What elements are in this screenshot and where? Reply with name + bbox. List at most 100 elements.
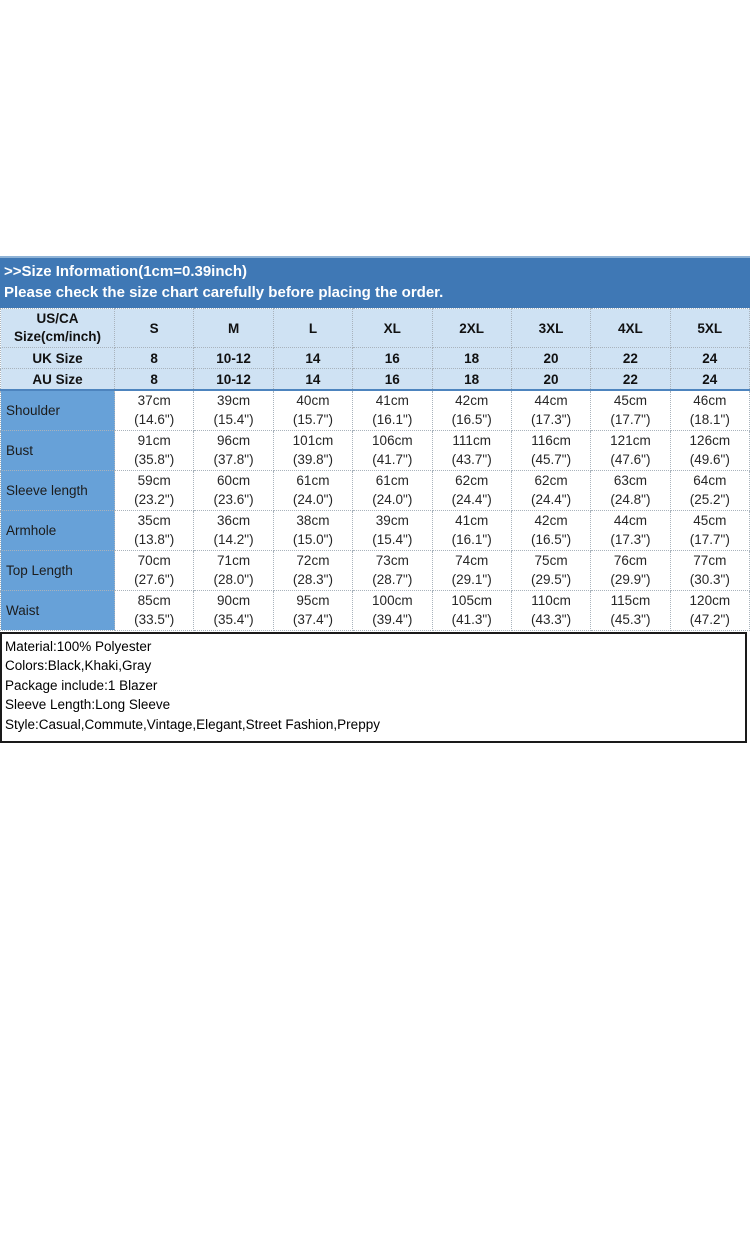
measurement-inch-value: (13.8"): [134, 532, 175, 547]
product-info-sleeve-length: Sleeve Length:Long Sleeve: [5, 697, 171, 712]
measurement-inch-value: (35.8"): [134, 452, 175, 467]
measurement-cell: 41cm (16.1"): [431, 509, 512, 551]
measurement-row-label: Sleeve length: [0, 469, 115, 511]
measurement-cm-value: 95cm: [296, 593, 330, 608]
measurement-cm-value: 63cm: [613, 473, 647, 488]
measurement-row-label: Waist: [0, 589, 115, 631]
corner-header-line2: Size(cm/inch): [13, 329, 102, 344]
measurement-cell: 39cm (15.4"): [193, 389, 274, 431]
measurement-row: Shoulder 37cm (14.6") 39cm (15.4") 40cm (15.7"…: [0, 389, 750, 431]
measurement-inch-value: (24.0"): [292, 492, 333, 507]
measurement-cm-value: 76cm: [613, 553, 647, 568]
measurement-cm-value: 126cm: [689, 433, 731, 448]
measurement-cm-value: 70cm: [137, 553, 171, 568]
measurement-cm-value: 61cm: [375, 473, 409, 488]
measurement-cell: 35cm (13.8"): [113, 509, 195, 551]
measurement-cell: 91cm (35.8"): [113, 429, 195, 471]
measurement-cm-value: 62cm: [534, 473, 568, 488]
measurement-cm-value: 91cm: [137, 433, 171, 448]
region-size-cell: 18: [431, 347, 512, 369]
measurement-cm-value: 59cm: [137, 473, 171, 488]
measurement-inch-value: (17.7"): [610, 412, 651, 428]
measurement-cm-value: 62cm: [455, 473, 489, 488]
measurement-cm-value: 75cm: [534, 553, 568, 568]
measurement-inch-value: (47.6"): [610, 452, 651, 467]
measurement-cell: 64cm (25.2"): [669, 469, 750, 511]
size-column-header: XL: [352, 308, 433, 348]
measurement-cm-value: 41cm: [455, 513, 489, 528]
measurement-inch-value: (17.3"): [531, 412, 572, 428]
measurement-inch-value: (47.2"): [689, 612, 730, 627]
region-size-cell: 16: [352, 347, 433, 369]
measurement-cell: 61cm (24.0"): [352, 469, 433, 511]
measurement-inch-value: (43.7"): [451, 452, 492, 467]
measurement-inch-value: (17.7"): [689, 532, 730, 547]
measurement-cell: 60cm (23.6"): [193, 469, 274, 511]
measurement-inch-value: (28.3"): [292, 572, 333, 587]
measurement-inch-value: (16.5"): [451, 412, 492, 428]
measurement-cm-value: 74cm: [455, 553, 489, 568]
region-size-cell: 20: [510, 347, 592, 369]
measurement-inch-value: (37.4"): [292, 612, 333, 627]
measurement-row: Top Length 70cm (27.6") 71cm (28.0") 72cm (28.…: [0, 549, 750, 591]
measurement-inch-value: (39.4"): [372, 612, 413, 627]
measurement-cell: 77cm (30.3"): [669, 549, 750, 591]
size-column-header: L: [272, 308, 354, 348]
measurement-inch-value: (15.7"): [292, 412, 333, 428]
measurement-cell: 42cm (16.5"): [510, 509, 592, 551]
corner-header-cell: US/CA Size(cm/inch): [0, 308, 115, 348]
measurement-cell: 45cm (17.7"): [669, 509, 750, 551]
measurement-cell: 72cm (28.3"): [272, 549, 354, 591]
size-column-header: 3XL: [510, 308, 592, 348]
measurement-inch-value: (43.3"): [531, 612, 572, 627]
measurement-cm-value: 61cm: [296, 473, 330, 488]
measurement-cell: 62cm (24.4"): [510, 469, 592, 511]
measurement-cell: 120cm (47.2"): [669, 589, 750, 631]
measurement-cell: 74cm (29.1"): [431, 549, 512, 591]
measurement-inch-value: (18.1"): [689, 412, 730, 428]
measurement-cell: 76cm (29.9"): [590, 549, 671, 591]
measurement-inch-value: (27.6"): [134, 572, 175, 587]
measurement-inch-value: (28.7"): [372, 572, 413, 587]
region-size-row: AU Size 8 10-12 14 16 18 20 22 24: [0, 368, 750, 391]
measurement-inch-value: (16.1"): [451, 532, 492, 547]
measurement-cell: 63cm (24.8"): [590, 469, 671, 511]
measurement-cm-value: 116cm: [531, 433, 571, 448]
product-info-material: Material:100% Polyester: [5, 638, 152, 654]
measurement-cm-value: 85cm: [137, 593, 171, 608]
measurement-row-label: Armhole: [0, 509, 115, 551]
size-column-header: 4XL: [590, 308, 671, 348]
measurement-inch-value: (29.5"): [531, 572, 572, 587]
measurement-cm-value: 106cm: [372, 433, 413, 448]
measurement-cell: 101cm (39.8"): [272, 429, 354, 471]
measurement-cm-value: 39cm: [375, 513, 409, 528]
banner-title: >>Size Information(1cm=0.39inch): [4, 263, 247, 280]
region-row-label: UK Size: [0, 347, 115, 369]
measurement-cell: 85cm (33.5"): [113, 589, 195, 631]
measurement-row-label: Bust: [0, 429, 115, 471]
measurement-cm-value: 39cm: [217, 393, 251, 409]
measurement-inch-value: (30.3"): [689, 572, 730, 587]
measurement-cm-value: 77cm: [693, 553, 727, 568]
measurement-cm-value: 64cm: [693, 473, 727, 488]
measurement-inch-value: (33.5"): [134, 612, 175, 627]
measurement-inch-value: (24.8"): [610, 492, 651, 507]
measurement-cm-value: 101cm: [292, 433, 334, 448]
measurement-cell: 38cm (15.0"): [272, 509, 354, 551]
measurement-cm-value: 42cm: [455, 393, 489, 409]
measurement-cm-value: 72cm: [296, 553, 330, 568]
product-info-style: Style:Casual,Commute,Vintage,Elegant,Str…: [5, 716, 380, 732]
measurement-cell: 45cm (17.7"): [590, 389, 671, 431]
measurement-inch-value: (14.2"): [213, 532, 254, 547]
measurement-cell: 39cm (15.4"): [352, 509, 433, 551]
measurement-cell: 62cm (24.4"): [431, 469, 512, 511]
measurement-cell: 46cm (18.1"): [669, 389, 750, 431]
region-size-cell: 20: [510, 368, 592, 391]
measurement-cell: 100cm (39.4"): [352, 589, 433, 631]
banner-subtitle: Please check the size chart carefully be…: [4, 284, 444, 301]
measurement-cm-value: 71cm: [217, 553, 251, 568]
measurement-cm-value: 41cm: [375, 393, 409, 409]
size-column-header: S: [113, 308, 195, 348]
measurement-inch-value: (29.9"): [610, 572, 651, 587]
size-column-header: M: [193, 308, 274, 348]
